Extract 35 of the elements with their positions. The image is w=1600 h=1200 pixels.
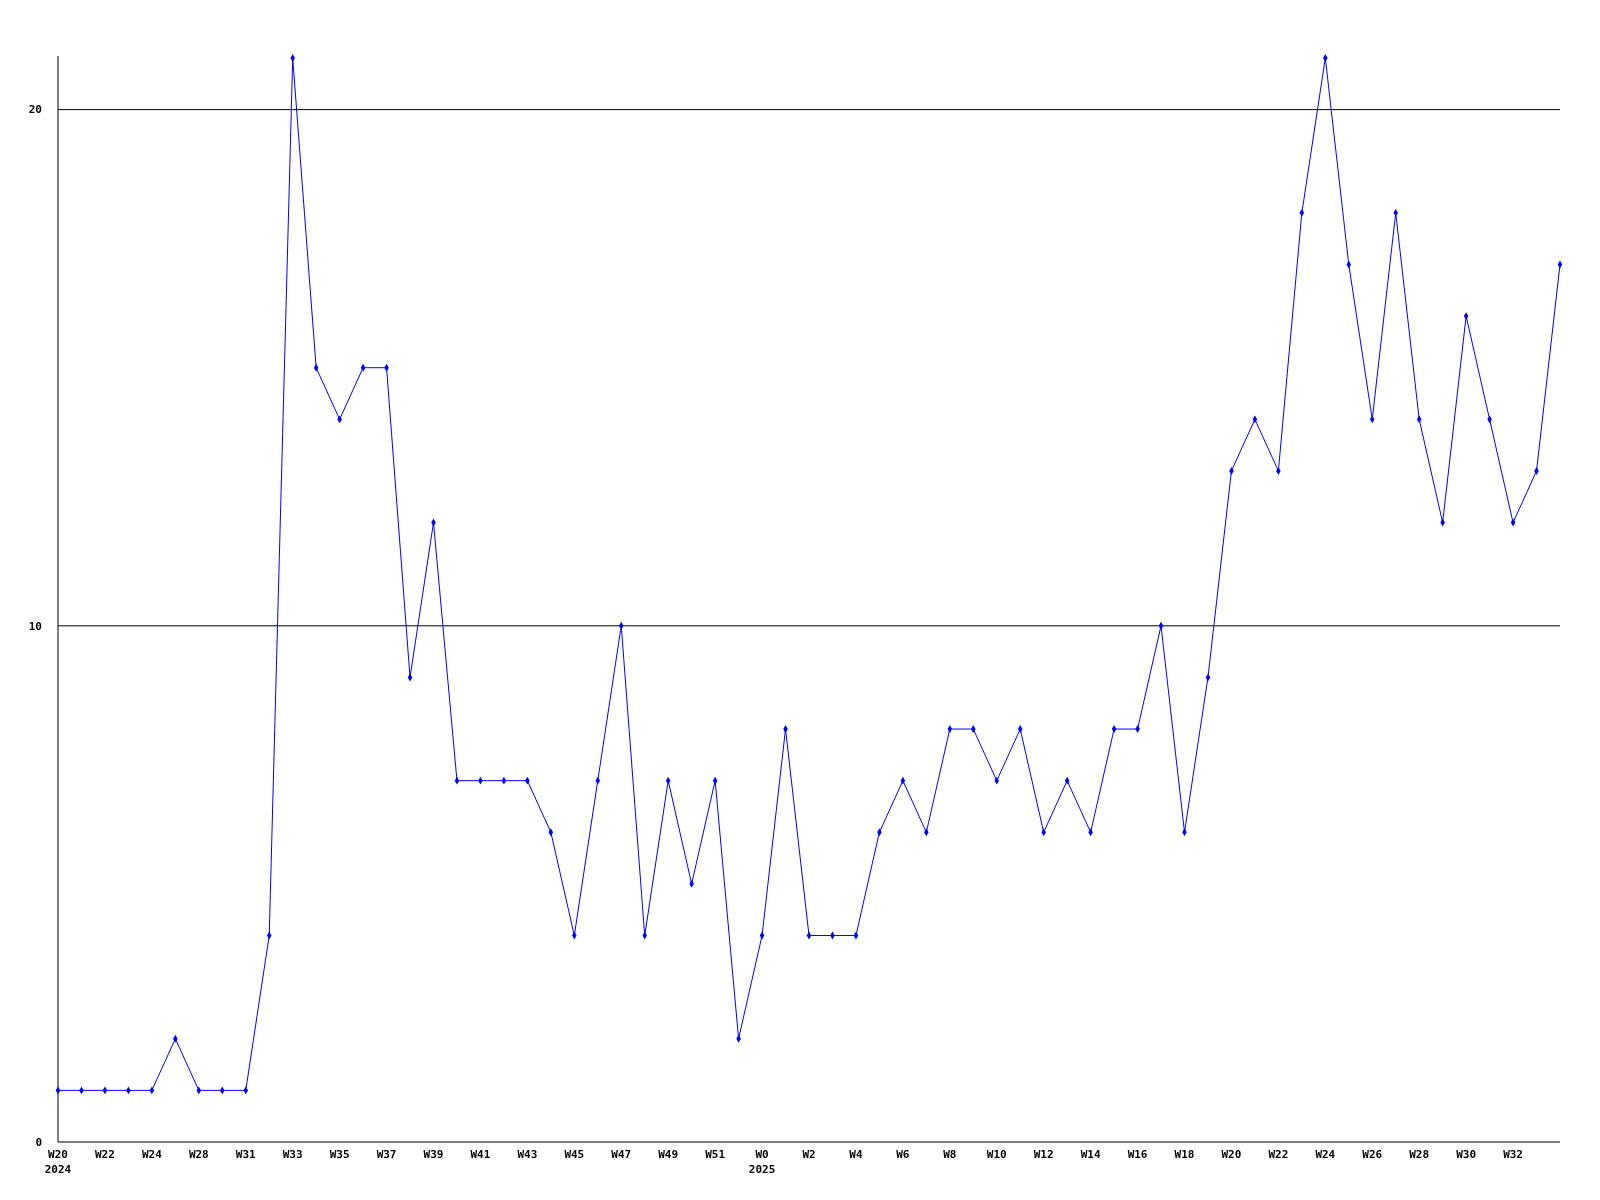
x-tick-label: W18 bbox=[1174, 1148, 1195, 1161]
x-tick-label: W28 bbox=[1409, 1148, 1430, 1161]
x-tick-label: W8 bbox=[943, 1148, 957, 1161]
x-tick-label: W4 bbox=[849, 1148, 863, 1161]
y-tick-label: 0 bbox=[35, 1135, 42, 1149]
x-tick-label: W31 bbox=[235, 1148, 257, 1161]
x-tick-label: W45 bbox=[564, 1148, 585, 1161]
x-tick-label: W33 bbox=[282, 1148, 303, 1161]
x-tick-label: W32 bbox=[1503, 1148, 1523, 1161]
x-tick-label: W2 bbox=[802, 1148, 816, 1161]
x-tick-label: W49 bbox=[658, 1148, 679, 1161]
x-tick-label: W6 bbox=[896, 1148, 910, 1161]
x-tick-label: W30 bbox=[1456, 1148, 1477, 1161]
x-tick-label: W41 bbox=[470, 1148, 491, 1161]
x-tick-label: W35 bbox=[329, 1148, 350, 1161]
x-tick-label: W0 2025 bbox=[748, 1148, 776, 1176]
x-tick-label: W37 bbox=[376, 1148, 397, 1161]
x-tick-label: W24 bbox=[1315, 1148, 1336, 1161]
y-tick-label: 20 bbox=[28, 103, 42, 117]
x-tick-label: W39 bbox=[423, 1148, 444, 1161]
y-tick-label: 10 bbox=[28, 619, 42, 633]
x-tick-label: W28 bbox=[188, 1148, 209, 1161]
x-tick-label: W20 2024 bbox=[44, 1148, 72, 1176]
x-tick-label: W20 bbox=[1221, 1148, 1242, 1161]
x-tick-label: W16 bbox=[1127, 1148, 1148, 1161]
x-tick-label: W22 bbox=[1268, 1148, 1289, 1161]
x-tick-label: W43 bbox=[517, 1148, 538, 1161]
x-tick-label: W51 bbox=[705, 1148, 726, 1161]
x-tick-label: W12 bbox=[1033, 1148, 1054, 1161]
x-tick-label: W24 bbox=[141, 1148, 163, 1161]
x-tick-label: W10 bbox=[986, 1148, 1007, 1161]
x-tick-label: W14 bbox=[1080, 1148, 1101, 1161]
x-tick-label: W47 bbox=[611, 1148, 632, 1161]
x-tick-label: W26 bbox=[1362, 1148, 1383, 1161]
x-tick-label: W22 bbox=[95, 1148, 115, 1161]
